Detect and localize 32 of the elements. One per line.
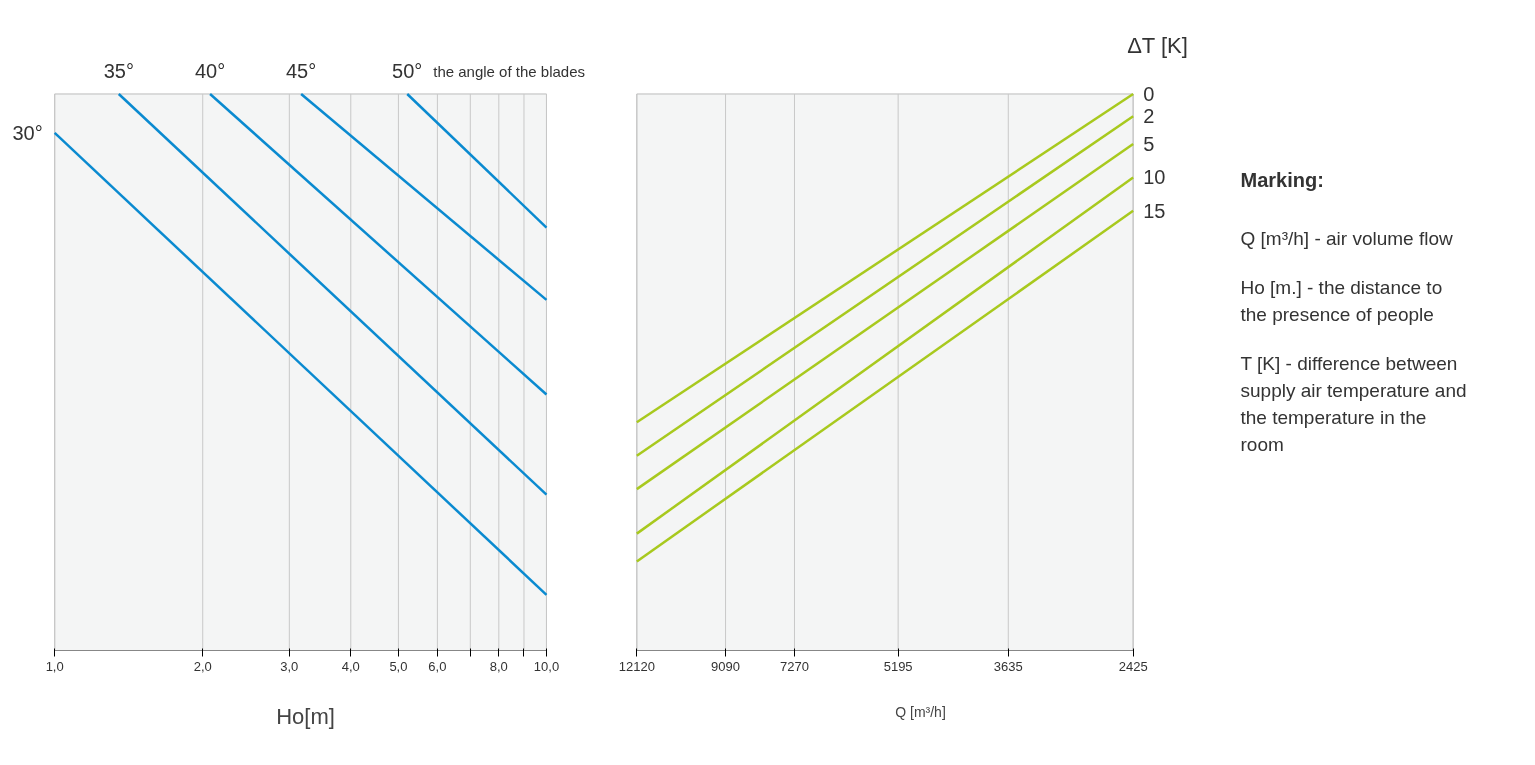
series-label: 40°: [194, 59, 226, 82]
x-tick-label: 1,0: [45, 658, 64, 674]
x-tick-label: 8,0: [489, 658, 508, 674]
text: T [K] - difference between supply air temperature and the temperature in the room: [1240, 352, 1467, 455]
series-label: 30°: [12, 121, 43, 144]
x-axis-title: Ho[m]: [276, 703, 335, 729]
x-tick-label: 2425: [1118, 658, 1148, 674]
text: Ho [m.] - the distance to the presence of people: [1240, 276, 1443, 325]
series-label: 0: [1143, 82, 1155, 105]
text: Q [m³/h] - air volume flow: [1240, 227, 1453, 249]
series-label: 15: [1143, 199, 1166, 222]
x-tick-label: 7270: [780, 658, 809, 674]
x-tick-label: 5195: [883, 658, 913, 674]
x-tick-label: 9090: [711, 658, 741, 674]
x-tick-label: 10,0: [533, 658, 560, 674]
text: Marking:: [1240, 168, 1324, 191]
series-label: 10: [1143, 166, 1166, 189]
x-tick-label: 3635: [993, 658, 1023, 674]
series-label: 2: [1143, 105, 1155, 128]
text: the angle of the blades: [433, 62, 586, 80]
series-label: 35°: [103, 59, 134, 82]
x-tick-label: 3,0: [280, 658, 299, 674]
x-tick-label: 12120: [618, 658, 655, 674]
series-label: 5: [1143, 133, 1155, 156]
x-tick-label: 4,0: [341, 658, 360, 674]
series-label: 45°: [285, 59, 317, 82]
x-tick-label: 5,0: [389, 658, 408, 674]
x-tick-label: 6,0: [428, 658, 447, 674]
x-axis-title: Q [m³/h]: [895, 703, 946, 720]
legend-title: ΔT [K]: [1127, 32, 1188, 58]
series-label: 50°: [392, 59, 423, 82]
x-tick-label: 2,0: [193, 658, 212, 674]
